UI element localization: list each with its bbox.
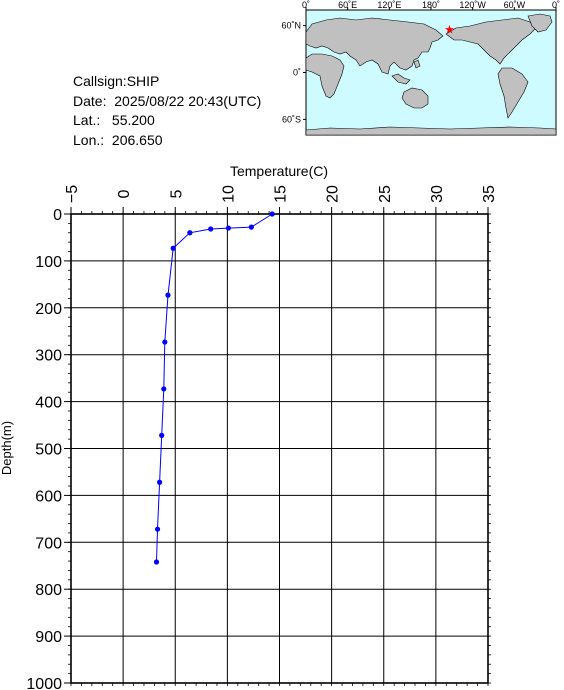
- data-point: [159, 432, 165, 438]
- x-tick-label: 20: [325, 185, 342, 203]
- map-lat-label: 0˚: [293, 68, 301, 78]
- y-tick-label: 500: [35, 442, 62, 459]
- x-tick-label: 0: [116, 189, 133, 198]
- data-point: [153, 559, 160, 565]
- map-land-north-america: [445, 17, 537, 65]
- data-point: [225, 225, 232, 231]
- y-axis-label: Depth(m): [0, 421, 14, 475]
- data-point: [248, 224, 254, 230]
- y-tick-label: 800: [35, 582, 62, 599]
- map-lat-label: 60˚N: [281, 21, 301, 31]
- y-tick-label: 300: [35, 348, 62, 365]
- station-marker-star-icon: ★: [444, 22, 455, 36]
- data-point: [162, 339, 168, 345]
- map-lon-label: 180˚: [422, 0, 440, 10]
- y-axis-ticks: 0 100 200 300 400 500 600 700 800 900 1000: [26, 207, 491, 690]
- data-point: [187, 230, 193, 236]
- longitude-label: Lon.: 206.650: [73, 131, 163, 148]
- data-point: [170, 245, 176, 251]
- map-lon-label: 0˚: [552, 0, 560, 10]
- data-point: [161, 386, 167, 392]
- map-land-antarctica: [305, 126, 557, 136]
- map-lon-label: 120˚W: [459, 0, 486, 10]
- map-lon-label: 60˚E: [338, 0, 357, 10]
- data-point: [157, 479, 163, 485]
- date-label: Date: 2025/08/22 20:43(UTC): [73, 92, 262, 109]
- map-land-australia: [401, 87, 429, 109]
- data-point: [165, 292, 171, 298]
- x-tick-label: 25: [377, 185, 394, 203]
- series-line: [156, 213, 273, 563]
- station-info: Callsign:SHIP Date: 2025/08/22 20:43(UTC…: [73, 72, 261, 150]
- map-lat-label: 60˚S: [282, 114, 301, 124]
- y-tick-label: 900: [35, 629, 62, 646]
- map-land-islands: [391, 59, 421, 85]
- map-longitude-labels: 0˚ 60˚E 120˚E 180˚ 120˚W 60˚W 0˚: [302, 0, 560, 10]
- x-tick-label: 5: [168, 189, 185, 198]
- x-axis-label: Temperature(C): [230, 163, 328, 179]
- data-point: [208, 226, 214, 232]
- location-map: 0˚ 60˚E 120˚E 180˚ 120˚W 60˚W 0˚ 60˚N 0˚ 60˚S ★: [281, 0, 560, 136]
- data-point: [154, 526, 161, 532]
- x-tick-label: 15: [273, 185, 290, 203]
- map-land-africa: [305, 53, 345, 99]
- y-tick-label: 600: [35, 488, 62, 505]
- map-lon-label: 120˚E: [377, 0, 401, 10]
- y-tick-label: 700: [35, 535, 62, 552]
- temperature-series: [153, 211, 275, 565]
- plot-grid: [70, 213, 489, 684]
- y-tick-label: 100: [35, 254, 62, 271]
- x-axis-ticks: −5 0 5 10 15 20 25 30 35: [64, 185, 498, 686]
- map-lon-label: 0˚: [302, 0, 310, 10]
- map-land-eurasia: [305, 17, 444, 75]
- y-tick-label: 1000: [26, 676, 62, 690]
- map-lon-label: 60˚W: [504, 0, 526, 10]
- map-land-greenland: [527, 13, 553, 33]
- map-latitude-labels: 60˚N 0˚ 60˚S: [281, 21, 301, 125]
- data-point: [269, 211, 275, 217]
- latitude-label: Lat.: 55.200: [73, 112, 155, 128]
- y-tick-label: 0: [53, 207, 62, 224]
- x-tick-label: 30: [429, 185, 446, 203]
- x-tick-label: −5: [64, 185, 81, 203]
- x-tick-label: 10: [220, 185, 237, 203]
- map-land-south-america: [497, 67, 529, 119]
- x-tick-label: 35: [481, 185, 498, 203]
- y-tick-label: 200: [35, 301, 62, 318]
- map-landmasses: [305, 13, 557, 136]
- callsign-label: Callsign:SHIP: [73, 73, 160, 89]
- y-tick-label: 400: [35, 395, 62, 412]
